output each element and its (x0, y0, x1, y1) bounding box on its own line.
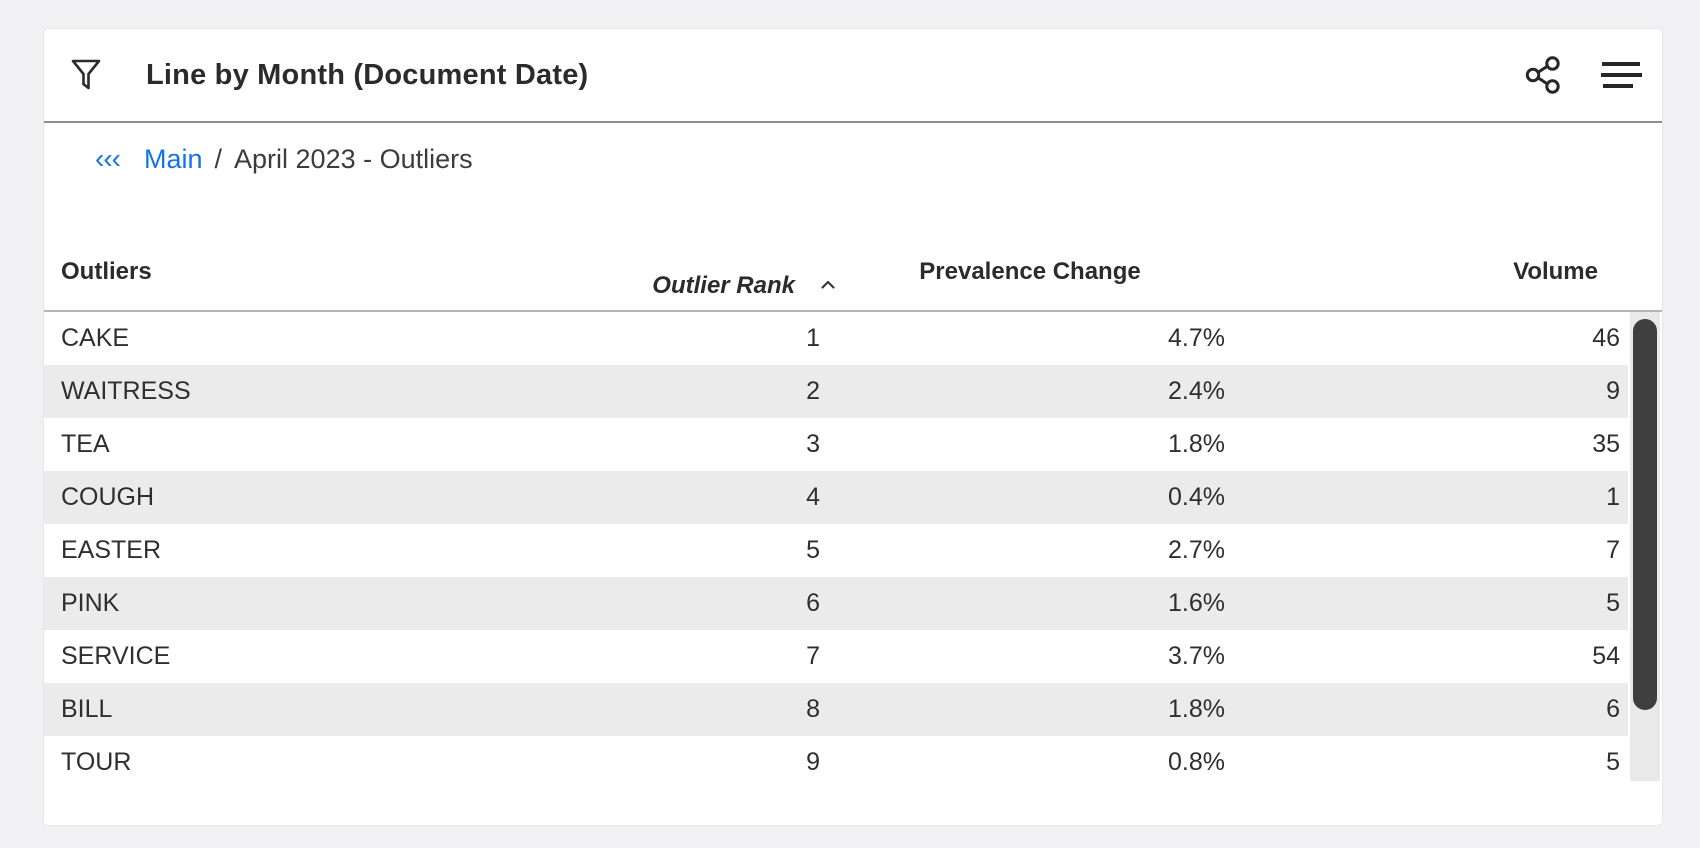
header-actions (1520, 53, 1644, 97)
menu-icon[interactable] (1598, 53, 1644, 97)
table-row[interactable]: TEA 3 1.8% 35 (44, 418, 1628, 471)
sort-ascending-caret-icon (821, 280, 835, 289)
table-row[interactable]: BILL 8 1.8% 6 (44, 683, 1628, 736)
cell-prevalence-change: 1.8% (1168, 430, 1225, 458)
cell-volume: 9 (1606, 377, 1620, 405)
cell-outlier-rank: 7 (806, 642, 820, 670)
column-header-outliers[interactable]: Outliers (61, 258, 152, 285)
cell-volume: 7 (1606, 536, 1620, 564)
cell-outlier-rank: 5 (806, 536, 820, 564)
cell-outlier: TOUR (61, 748, 132, 776)
cell-outlier: CAKE (61, 324, 130, 352)
breadcrumb: ‹‹‹ Main / April 2023 - Outliers (44, 123, 1662, 195)
table-body: CAKE 1 4.7% 46 WAITRESS 2 2.4% 9 TEA 3 1… (44, 312, 1662, 781)
cell-prevalence-change: 0.8% (1168, 748, 1225, 776)
cell-volume: 6 (1606, 695, 1620, 723)
cell-volume: 5 (1606, 748, 1620, 776)
share-icon[interactable] (1520, 53, 1566, 97)
cell-volume: 1 (1606, 483, 1620, 511)
cell-volume: 35 (1592, 430, 1620, 458)
cell-outlier-rank: 8 (806, 695, 820, 723)
cell-outlier: TEA (61, 430, 110, 458)
cell-prevalence-change: 1.6% (1168, 589, 1225, 617)
column-header-volume[interactable]: Volume (1513, 258, 1598, 285)
table-row[interactable]: PINK 6 1.6% 5 (44, 577, 1628, 630)
breadcrumb-current: April 2023 - Outliers (234, 143, 473, 174)
breadcrumb-root-link[interactable]: Main (143, 143, 203, 174)
cell-outlier: COUGH (61, 483, 155, 511)
cell-outlier-rank: 6 (806, 589, 820, 617)
table-row[interactable]: COUGH 4 0.4% 1 (44, 471, 1628, 524)
table-row[interactable]: TOUR 9 0.8% 5 (44, 736, 1628, 781)
filter-funnel-icon[interactable] (70, 58, 102, 92)
cell-outlier-rank: 2 (806, 377, 820, 405)
cell-outlier: EASTER (61, 536, 162, 564)
vertical-scrollbar-track[interactable] (1630, 312, 1660, 781)
cell-outlier-rank: 1 (806, 324, 820, 352)
table-rows-container: CAKE 1 4.7% 46 WAITRESS 2 2.4% 9 TEA 3 1… (44, 312, 1662, 781)
cell-prevalence-change: 2.4% (1168, 377, 1225, 405)
cell-outlier: WAITRESS (61, 377, 191, 405)
cell-outlier: PINK (61, 589, 120, 617)
cell-outlier: SERVICE (61, 642, 171, 670)
breadcrumb-separator: / (214, 143, 223, 174)
table-row[interactable]: EASTER 5 2.7% 7 (44, 524, 1628, 577)
cell-prevalence-change: 1.8% (1168, 695, 1225, 723)
cell-outlier: BILL (61, 695, 113, 723)
cell-prevalence-change: 4.7% (1168, 324, 1225, 352)
cell-prevalence-change: 2.7% (1168, 536, 1225, 564)
cell-outlier-rank: 9 (806, 748, 820, 776)
widget-card: Line by Month (Document Date) (44, 29, 1662, 825)
table-header-row: Outliers Outlier Rank Prevalence Change … (44, 195, 1662, 312)
cell-prevalence-change: 3.7% (1168, 642, 1225, 670)
table-row[interactable]: CAKE 1 4.7% 46 (44, 312, 1628, 365)
cell-volume: 46 (1592, 324, 1620, 352)
cell-outlier-rank: 3 (806, 430, 820, 458)
widget-header: Line by Month (Document Date) (44, 29, 1662, 123)
cell-volume: 54 (1592, 642, 1620, 670)
cell-prevalence-change: 0.4% (1168, 483, 1225, 511)
cell-outlier-rank: 4 (806, 483, 820, 511)
cell-volume: 5 (1606, 589, 1620, 617)
column-header-prevalence-change[interactable]: Prevalence Change (919, 258, 1141, 285)
table-row[interactable]: WAITRESS 2 2.4% 9 (44, 365, 1628, 418)
vertical-scrollbar-thumb[interactable] (1633, 319, 1657, 710)
column-header-outlier-rank[interactable]: Outlier Rank (604, 258, 835, 299)
widget-title: Line by Month (Document Date) (146, 58, 589, 91)
table-row[interactable]: SERVICE 7 3.7% 54 (44, 630, 1628, 683)
collapse-breadcrumb-icon[interactable]: ‹‹‹ (95, 143, 121, 174)
